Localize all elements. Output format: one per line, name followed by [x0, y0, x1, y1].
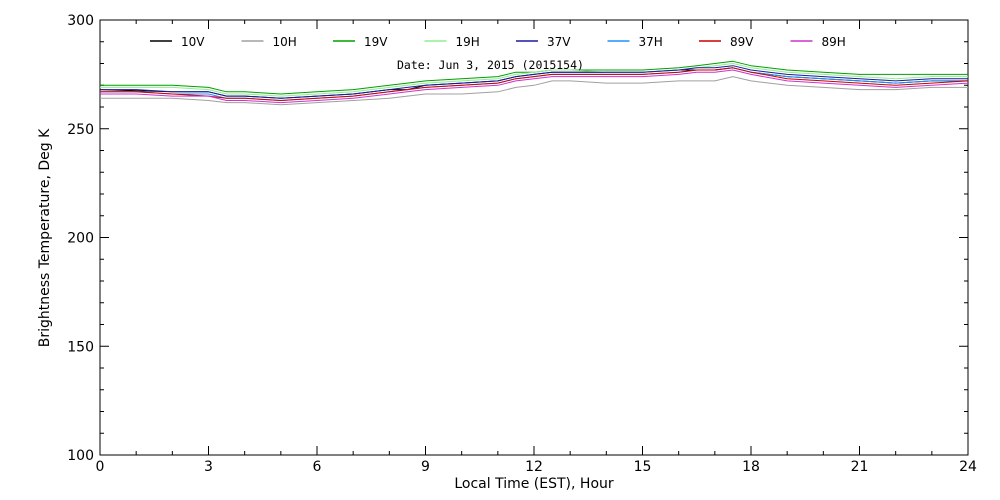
- legend-label-37v: 37V: [547, 35, 571, 49]
- x-tick-label: 21: [851, 459, 869, 475]
- y-tick-label: 200: [67, 231, 94, 247]
- x-tick-label: 24: [959, 459, 977, 475]
- legend-label-89h: 89H: [822, 35, 846, 49]
- data-series: [99, 60, 969, 106]
- x-tick-label: 6: [313, 459, 322, 475]
- axis-ticks: [99, 19, 969, 456]
- x-tick-label: 18: [742, 459, 760, 475]
- series-line-37v: [100, 65, 968, 99]
- y-axis-label: Brightness Temperature, Deg K: [37, 128, 53, 347]
- series-line-89v: [100, 67, 969, 101]
- legend-label-10h: 10H: [273, 35, 297, 49]
- legend-label-19h: 19H: [456, 35, 480, 49]
- legend: 10V 10H 19V 19H 37V 37H 89V 89H: [150, 35, 846, 49]
- legend-label-10v: 10V: [181, 35, 205, 49]
- legend-label-89v: 89V: [730, 35, 754, 49]
- x-tick-label: 9: [421, 459, 430, 475]
- x-axis-label: Local Time (EST), Hour: [454, 476, 614, 492]
- series-line-10h: [100, 76, 968, 106]
- tick-labels: 0 3 6 9 12 15 18 21 24 100 150 200 250 300: [67, 13, 977, 475]
- y-tick-label: 300: [67, 13, 94, 29]
- legend-label-19v: 19V: [364, 35, 388, 49]
- y-tick-label: 250: [67, 122, 94, 138]
- y-tick-label: 150: [67, 339, 94, 355]
- series-line-19h: [100, 63, 968, 97]
- legend-label-37h: 37H: [639, 35, 663, 49]
- series-line-89h: [100, 69, 969, 104]
- date-annotation: Date: Jun 3, 2015 (2015154): [397, 58, 584, 72]
- x-tick-label: 12: [525, 459, 543, 475]
- y-tick-label: 100: [67, 448, 94, 464]
- x-tick-label: 15: [634, 459, 652, 475]
- x-tick-label: 0: [96, 459, 105, 475]
- x-tick-label: 3: [204, 459, 213, 475]
